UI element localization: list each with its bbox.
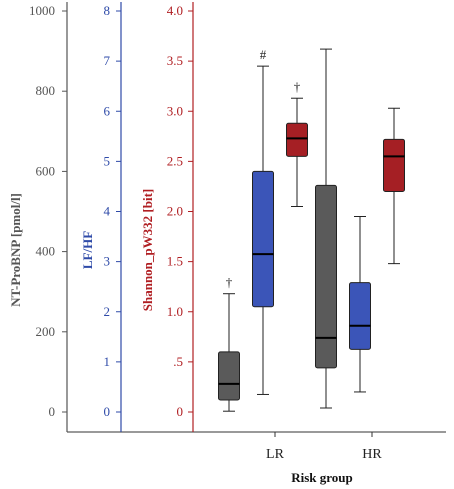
shannon-tick-label: 2.5 <box>167 153 183 168</box>
shannon-tick-label: .5 <box>173 354 183 369</box>
ntprobnp-box-LR <box>218 351 240 401</box>
lfhf-significance-marker: # <box>260 47 267 62</box>
ntprobnp-significance-marker: † <box>226 275 233 290</box>
ntprobnp-tick-label: 0 <box>49 404 56 419</box>
lfhf-tick-label: 1 <box>104 354 111 369</box>
lfhf-tick-label: 5 <box>104 153 111 168</box>
lfhf-tick-label: 4 <box>104 204 111 219</box>
shannon-tick-label: 0 <box>177 404 184 419</box>
shannon-tick-label: 4.0 <box>167 3 183 18</box>
ntprobnp-box-HR <box>315 184 337 369</box>
shannon-axis-title: Shannon_pW332 [bit] <box>140 189 155 311</box>
shannon-tick-label: 1.0 <box>167 304 183 319</box>
shannon-tick-label: 3.5 <box>167 53 183 68</box>
lfhf-axis-title: LF/HF <box>80 231 95 269</box>
ntprobnp-tick-label: 1000 <box>29 3 55 18</box>
ntprobnp-tick-label: 800 <box>36 83 56 98</box>
lfhf-box-HR <box>349 282 371 350</box>
ntprobnp-tick-label: 200 <box>36 324 56 339</box>
ntprobnp-axis-title: NT-ProBNP [pmol/l] <box>8 193 23 307</box>
ntprobnp-tick-label: 600 <box>36 163 56 178</box>
x-category-label: HR <box>362 447 382 462</box>
shannon-significance-marker: † <box>294 79 301 94</box>
shannon-box-HR <box>383 138 405 192</box>
shannon-tick-label: 3.0 <box>167 103 183 118</box>
lfhf-box-LR <box>252 170 274 308</box>
lfhf-tick-label: 3 <box>104 254 111 269</box>
lfhf-tick-label: 6 <box>104 103 111 118</box>
x-category-label: LR <box>266 447 285 462</box>
shannon-box-LR <box>286 122 308 157</box>
lfhf-tick-label: 7 <box>104 53 111 68</box>
shannon-tick-label: 1.5 <box>167 254 183 269</box>
lfhf-tick-label: 2 <box>104 304 111 319</box>
ntprobnp-tick-label: 400 <box>36 244 56 259</box>
shannon-tick-label: 2.0 <box>167 204 183 219</box>
lfhf-tick-label: 0 <box>104 404 111 419</box>
x-axis-title: Risk group <box>291 470 353 485</box>
lfhf-tick-label: 8 <box>104 3 111 18</box>
